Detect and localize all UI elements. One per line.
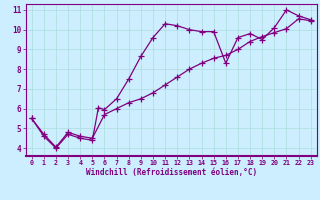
X-axis label: Windchill (Refroidissement éolien,°C): Windchill (Refroidissement éolien,°C) bbox=[86, 168, 257, 177]
